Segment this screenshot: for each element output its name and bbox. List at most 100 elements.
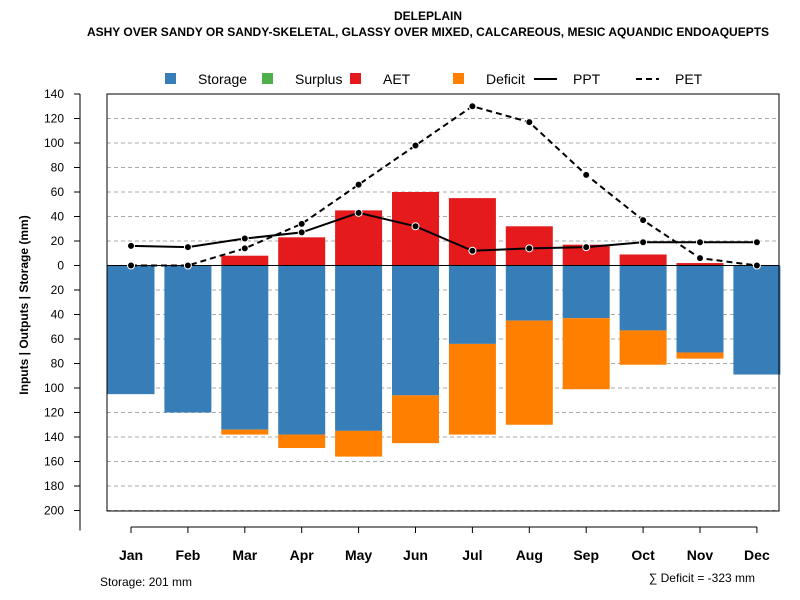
aet-bar (335, 210, 383, 266)
x-tick-label: Aug (516, 547, 543, 563)
y-tick-label: 160 (44, 455, 64, 469)
y-tick-label: 140 (44, 430, 64, 444)
y-tick-label: 80 (51, 161, 65, 175)
chart-title: DELEPLAIN (394, 9, 462, 23)
deficit-bar (505, 320, 553, 425)
legend-swatch (165, 73, 176, 84)
ppt-point (183, 243, 192, 252)
ppt-point (582, 243, 591, 252)
ppt-point (240, 234, 249, 243)
deficit-bar (676, 352, 724, 359)
y-tick-label: 80 (51, 357, 65, 371)
aet-bar (676, 263, 724, 266)
y-tick-label: 0 (57, 259, 64, 273)
y-tick-label: 40 (51, 210, 65, 224)
chart-subtitle: ASHY OVER SANDY OR SANDY-SKELETAL, GLASS… (87, 25, 769, 39)
legend-label: PET (675, 71, 703, 87)
deficit-bar (335, 430, 383, 457)
pet-point (354, 180, 363, 189)
x-tick-label: May (345, 547, 372, 563)
legend-label: PPT (573, 71, 601, 87)
storage-bar (505, 265, 553, 321)
gridlines (107, 93, 779, 511)
x-axis: Jan Feb Mar Apr May Jun Jul Aug Sep Oct Nov Dec (119, 526, 770, 563)
x-tick-label: Mar (232, 547, 257, 563)
legend-swatch (453, 73, 464, 84)
ppt-line (130, 211, 757, 252)
pet-point (582, 170, 591, 179)
deficit-bar (278, 434, 326, 449)
lines-layer (127, 102, 761, 270)
aet-bar (562, 244, 610, 266)
plot-box (106, 93, 780, 512)
y-tick-label: 20 (51, 234, 65, 248)
ppt-point (525, 244, 534, 253)
y-tick-label: 120 (44, 406, 64, 420)
pet-point (183, 261, 192, 270)
pet-point (525, 118, 534, 127)
legend-swatch (262, 73, 273, 84)
storage-footer: Storage: 201 mm (100, 575, 192, 589)
legend-label: Deficit (486, 71, 525, 87)
pet-point (297, 219, 306, 228)
storage-bar (676, 265, 724, 353)
storage-bar (221, 265, 269, 430)
x-tick-label: Dec (744, 547, 770, 563)
pet-point (240, 244, 249, 253)
ppt-point (127, 241, 135, 250)
deficit-bar (392, 395, 439, 444)
y-tick-label: 120 (44, 112, 64, 126)
pet-point (696, 254, 704, 263)
pet-point (639, 216, 648, 225)
x-tick-label: Sep (573, 547, 599, 563)
legend-label: Storage (198, 71, 247, 87)
aet-bar (278, 237, 326, 266)
storage-bar (278, 265, 326, 435)
storage-bar (448, 265, 496, 344)
legend-swatch (350, 73, 361, 84)
pet-point (411, 141, 420, 150)
y-tick-label: 140 (44, 87, 64, 101)
y-tick-label: 180 (44, 479, 64, 493)
x-tick-label: Jun (403, 547, 428, 563)
ppt-point (411, 222, 420, 231)
x-tick-label: Jul (462, 547, 482, 563)
storage-bar (619, 265, 667, 331)
legend-label: AET (383, 71, 411, 87)
aet-bar (448, 198, 496, 266)
storage-bar (107, 265, 155, 395)
deficit-bar (448, 343, 496, 435)
legend-label: Surplus (295, 71, 342, 87)
y-tick-label: 60 (51, 185, 65, 199)
x-tick-label: Oct (631, 547, 655, 563)
y-axis: 1401201008060402002040608010012014016018… (44, 87, 81, 531)
ppt-point (752, 238, 761, 247)
deficit-bar (221, 429, 269, 435)
deficit-bar (619, 330, 667, 365)
x-tick-label: Apr (290, 547, 315, 563)
y-axis-title: Inputs | Outputs | Storage (mm) (17, 215, 31, 394)
ppt-point (297, 228, 306, 237)
y-tick-label: 100 (44, 381, 64, 395)
x-tick-label: Nov (687, 547, 714, 563)
pet-line (131, 105, 758, 267)
deficit-footer: ∑ Deficit = -323 mm (649, 571, 755, 585)
storage-bar (335, 265, 383, 431)
y-tick-label: 60 (51, 332, 65, 346)
storage-bar (164, 265, 212, 413)
ppt-point (354, 208, 363, 217)
x-tick-label: Jan (119, 547, 143, 563)
ppt-point (468, 246, 477, 255)
y-tick-label: 20 (51, 283, 65, 297)
chart-legend: Storage Surplus AET Deficit PPT PET (165, 71, 703, 87)
pet-point (752, 261, 761, 270)
storage-bar (733, 265, 781, 375)
bars-layer (107, 192, 781, 457)
ppt-point (696, 238, 704, 247)
y-tick-label: 200 (44, 504, 64, 518)
pet-point (468, 102, 477, 111)
storage-bar (392, 265, 439, 396)
y-tick-label: 40 (51, 308, 65, 322)
storage-bar (562, 265, 610, 319)
